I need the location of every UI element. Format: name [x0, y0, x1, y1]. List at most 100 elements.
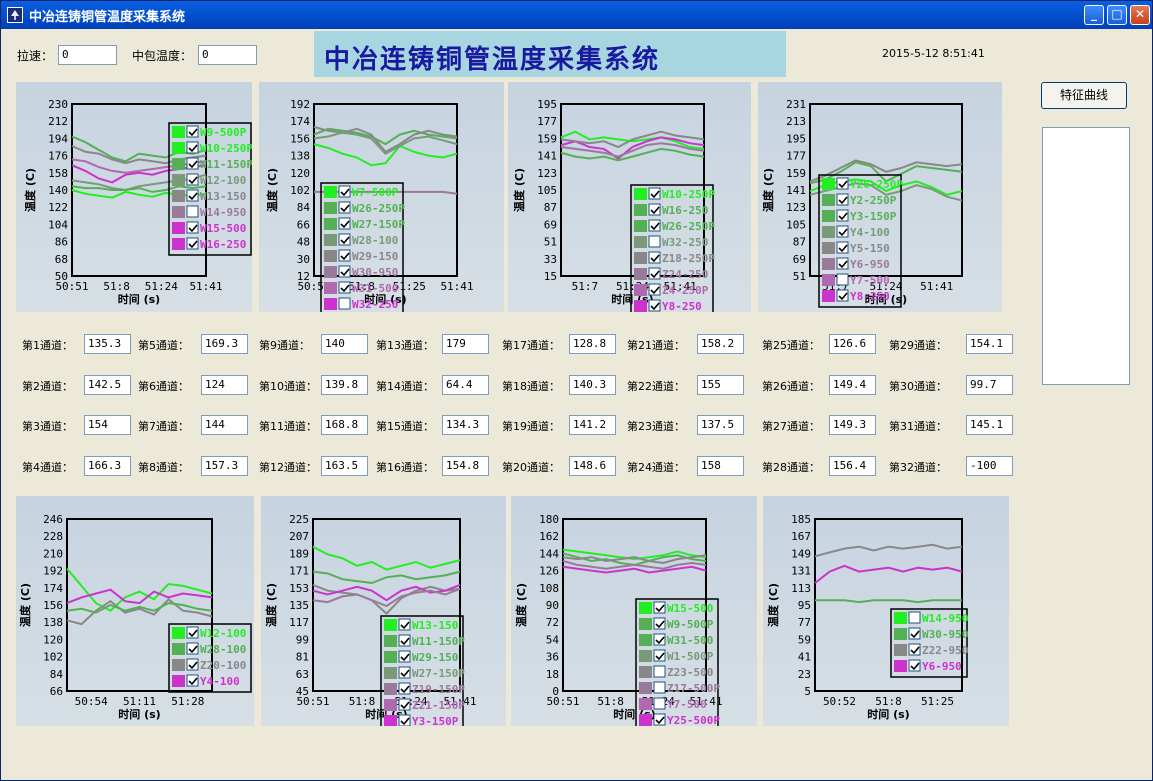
- legend-checkbox[interactable]: [836, 273, 849, 286]
- channel-value[interactable]: 169.3: [201, 334, 248, 354]
- legend-checkbox[interactable]: [186, 189, 199, 202]
- channel-value[interactable]: 149.3: [829, 415, 876, 435]
- legend-checkbox[interactable]: [653, 713, 666, 726]
- check-mark-icon: [400, 637, 410, 646]
- legend-checkbox[interactable]: [836, 241, 849, 254]
- channel-value[interactable]: 140.3: [569, 375, 616, 395]
- legend-checkbox[interactable]: [186, 237, 199, 250]
- channel-value[interactable]: 149.4: [829, 375, 876, 395]
- legend-checkbox[interactable]: [653, 601, 666, 614]
- channel-value[interactable]: 140: [321, 334, 368, 354]
- channel-value[interactable]: 134.3: [442, 415, 489, 435]
- channel-value[interactable]: 158.2: [697, 334, 744, 354]
- channel-value[interactable]: 99.7: [966, 375, 1013, 395]
- legend-checkbox[interactable]: [186, 205, 199, 218]
- legend-checkbox[interactable]: [648, 235, 661, 248]
- channel-value[interactable]: 166.3: [84, 456, 131, 476]
- legend-checkbox[interactable]: [653, 681, 666, 694]
- feature-list-box[interactable]: [1042, 127, 1130, 385]
- tundish-temp-input[interactable]: 0: [198, 45, 257, 65]
- legend-checkbox[interactable]: [648, 203, 661, 216]
- channel-value[interactable]: 135.3: [84, 334, 131, 354]
- legend-checkbox[interactable]: [338, 297, 351, 310]
- channel-value[interactable]: 158: [697, 456, 744, 476]
- legend-checkbox[interactable]: [653, 649, 666, 662]
- close-button[interactable]: ✕: [1130, 5, 1150, 25]
- legend-checkbox[interactable]: [648, 219, 661, 232]
- legend-checkbox[interactable]: [398, 666, 411, 679]
- channel-value[interactable]: 154: [84, 415, 131, 435]
- legend-checkbox[interactable]: [338, 217, 351, 230]
- legend-checkbox[interactable]: [398, 650, 411, 663]
- channel-label: 第6通道：: [138, 380, 189, 393]
- check-mark-icon: [838, 180, 848, 189]
- legend-checkbox[interactable]: [186, 157, 199, 170]
- legend-checkbox[interactable]: [186, 221, 199, 234]
- legend-checkbox[interactable]: [908, 643, 921, 656]
- legend-checkbox[interactable]: [648, 251, 661, 264]
- channel-value[interactable]: 145.1: [966, 415, 1013, 435]
- legend-checkbox[interactable]: [836, 289, 849, 302]
- legend-checkbox[interactable]: [648, 187, 661, 200]
- maximize-button[interactable]: □: [1107, 5, 1127, 25]
- y-tick-label: 51: [544, 236, 557, 249]
- channel-value[interactable]: 148.6: [569, 456, 616, 476]
- minimize-button[interactable]: _: [1084, 5, 1104, 25]
- channel-value[interactable]: 168.8: [321, 415, 368, 435]
- legend-checkbox[interactable]: [186, 125, 199, 138]
- legend-checkbox[interactable]: [648, 267, 661, 280]
- legend-checkbox[interactable]: [653, 665, 666, 678]
- legend-checkbox[interactable]: [186, 141, 199, 154]
- channel-value[interactable]: -100: [966, 456, 1013, 476]
- channel-value[interactable]: 163.5: [321, 456, 368, 476]
- legend-checkbox[interactable]: [908, 611, 921, 624]
- channel-value[interactable]: 179: [442, 334, 489, 354]
- legend-checkbox[interactable]: [836, 225, 849, 238]
- channel-value[interactable]: 64.4: [442, 375, 489, 395]
- legend-checkbox[interactable]: [338, 249, 351, 262]
- legend-checkbox[interactable]: [338, 265, 351, 278]
- y-tick-label: 213: [786, 115, 806, 128]
- channel-value[interactable]: 141.2: [569, 415, 616, 435]
- legend-checkbox[interactable]: [398, 634, 411, 647]
- feature-curve-button[interactable]: 特征曲线: [1041, 82, 1127, 109]
- channel-value[interactable]: 157.3: [201, 456, 248, 476]
- check-mark-icon: [838, 196, 848, 205]
- legend-checkbox[interactable]: [338, 281, 351, 294]
- channel-value[interactable]: 128.8: [569, 334, 616, 354]
- legend-checkbox[interactable]: [186, 642, 199, 655]
- legend-checkbox[interactable]: [338, 201, 351, 214]
- legend-checkbox[interactable]: [836, 257, 849, 270]
- legend-checkbox[interactable]: [648, 299, 661, 312]
- channel-value[interactable]: 154.8: [442, 456, 489, 476]
- channel-value[interactable]: 124: [201, 375, 248, 395]
- legend-checkbox[interactable]: [186, 674, 199, 687]
- channel-value[interactable]: 156.4: [829, 456, 876, 476]
- legend-checkbox[interactable]: [398, 682, 411, 695]
- channel-value[interactable]: 137.5: [697, 415, 744, 435]
- legend-checkbox[interactable]: [338, 185, 351, 198]
- legend-checkbox[interactable]: [648, 283, 661, 296]
- legend-checkbox[interactable]: [653, 697, 666, 710]
- legend-checkbox[interactable]: [908, 659, 921, 672]
- channel-value[interactable]: 139.8: [321, 375, 368, 395]
- legend-checkbox[interactable]: [186, 173, 199, 186]
- legend-checkbox[interactable]: [836, 177, 849, 190]
- legend-checkbox[interactable]: [186, 626, 199, 639]
- legend-checkbox[interactable]: [338, 233, 351, 246]
- channel-value[interactable]: 154.1: [966, 334, 1013, 354]
- legend-checkbox[interactable]: [908, 627, 921, 640]
- channel-value[interactable]: 155: [697, 375, 744, 395]
- legend-checkbox[interactable]: [653, 633, 666, 646]
- legend-checkbox[interactable]: [653, 617, 666, 630]
- channel-value[interactable]: 142.5: [84, 375, 131, 395]
- legend-checkbox[interactable]: [836, 209, 849, 222]
- legend-checkbox[interactable]: [398, 714, 411, 726]
- legend-checkbox[interactable]: [186, 658, 199, 671]
- legend-checkbox[interactable]: [836, 193, 849, 206]
- legend-checkbox[interactable]: [398, 618, 411, 631]
- channel-value[interactable]: 126.6: [829, 334, 876, 354]
- legend-checkbox[interactable]: [398, 698, 411, 711]
- speed-input[interactable]: 0: [58, 45, 117, 65]
- channel-value[interactable]: 144: [201, 415, 248, 435]
